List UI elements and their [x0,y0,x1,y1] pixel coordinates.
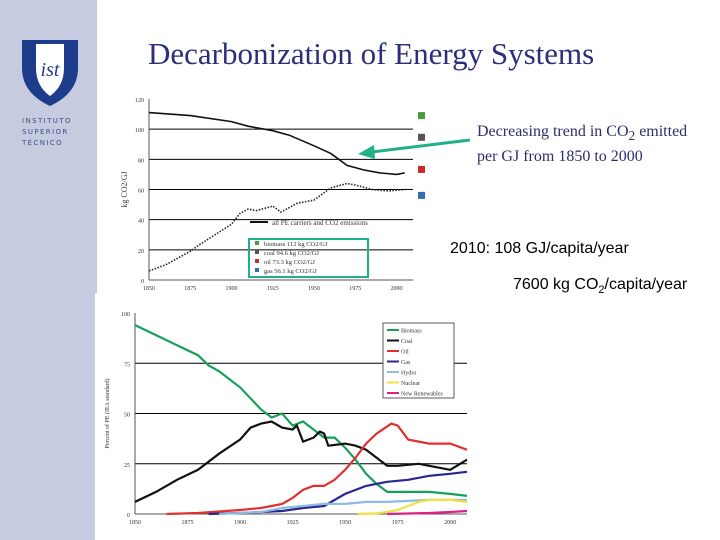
legend-label: oil 73.3 kg CO2/GJ [264,259,315,266]
series-line-nuclear [357,498,468,516]
legend-label: biomass 112 kg CO2/GJ [264,241,328,248]
marker [418,191,425,199]
series-line-all-pe-carriers-and-co2-emissions [148,111,405,176]
logo-text: INSTITUTO [22,117,72,125]
marker [418,165,425,173]
x-tick-label: 1950 [308,286,320,292]
logo-text: TÉCNICO [22,139,64,147]
series-line-coal [134,420,468,503]
svg-text:ist: ist [41,59,60,81]
x-tick-label: 1875 [184,286,196,292]
x-tick-label: 2000 [444,520,456,526]
series-line-new-renewables [387,509,468,516]
legend-label: all PE carriers and CO2 emissions [272,219,368,227]
annotation-text: Decreasing trend in CO2 emitted per GJ f… [477,121,707,167]
legend-label: Coal [401,339,413,345]
series-line-dotted [148,182,405,272]
stat-energy: 2010: 108 GJ/capita/year [450,240,629,257]
y-tick-label: 0 [127,513,130,519]
slide-title: Decarbonization of Energy Systems [148,36,595,71]
y-tick-label: 25 [124,463,130,469]
series-line-oil [166,422,468,516]
note-text2: emitted per GJ from 1850 to 2000 [477,123,688,166]
y-tick-label: 75 [124,362,130,368]
legend-label: New Renewables [401,392,443,398]
legend-box [248,238,369,278]
chart-background [114,91,428,298]
y-tick-label: 100 [121,312,130,318]
legend-swatch [255,268,259,272]
y-tick-label: 20 [138,249,144,255]
x-tick-label: 2000 [391,286,403,292]
x-tick-label: 1900 [226,286,238,292]
y-tick-label: 60 [138,189,144,195]
stat-co2: 7600 kg CO2/capita/year [513,276,687,296]
marker [418,112,425,120]
legend-swatch [255,259,259,263]
legend-swatch [255,250,259,254]
y-axis-label: Percent of PE (IEA standard) [104,379,111,449]
x-tick-label: 1975 [392,520,404,526]
x-tick-label: 1975 [349,286,361,292]
legend-label: gas 56.1 kg CO2/GJ [264,268,317,275]
x-tick-label: 1850 [143,286,155,292]
stat-co2-sub: 2 [598,284,605,297]
x-tick-label: 1900 [234,520,246,526]
series-line-biomass [134,324,468,497]
y-tick-label: 50 [124,413,130,419]
stat-co2-b: /capita/year [604,276,688,293]
marker [418,133,425,141]
x-tick-label: 1925 [267,286,279,292]
y-tick-label: 100 [135,128,144,134]
y-axis-label: kg CO2/GJ [120,171,129,207]
ist-logo: ist [22,40,78,106]
y-tick-label: 120 [135,98,144,104]
stat-co2-a: 7600 kg CO [513,276,599,293]
arrow-line [371,138,471,154]
x-tick-label: 1850 [129,520,141,526]
legend-label: coal 94.6 kg CO2/GJ [264,250,319,257]
legend-swatch [255,241,259,245]
y-tick-label: 40 [138,219,144,225]
legend-label: Oil [401,350,409,356]
x-tick-label: 1925 [287,520,299,526]
y-tick-label: 0 [141,279,144,285]
note-text: Decreasing trend in CO [477,123,629,140]
arrow-head [358,145,375,159]
x-tick-label: 1950 [339,520,351,526]
x-tick-label: 1875 [182,520,194,526]
legend-label: Nuclear [401,381,420,387]
legend-label: Biomass [401,329,422,335]
logo-text: SUPERIOR [22,128,69,136]
legend-label: Gas [401,360,411,366]
legend-label: Hydro [401,371,416,377]
note-sub: 2 [628,128,636,144]
y-tick-label: 80 [138,158,144,164]
